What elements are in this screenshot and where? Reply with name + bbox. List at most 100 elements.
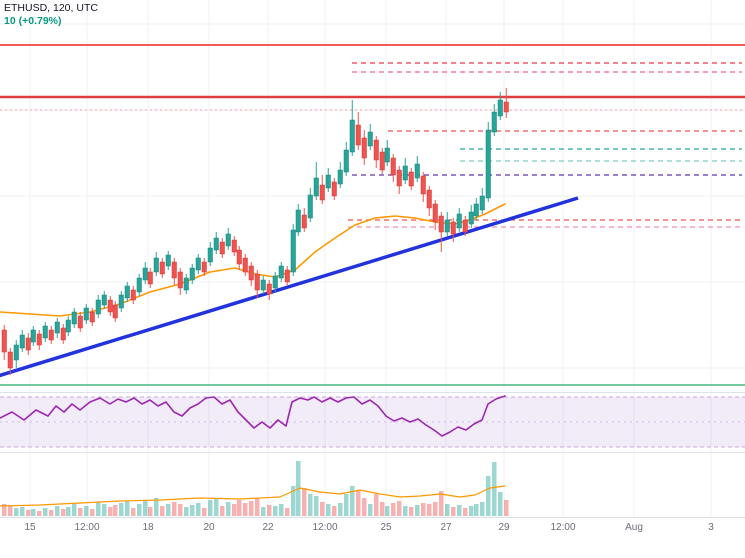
volume-bar xyxy=(368,504,373,516)
volume-bar xyxy=(504,500,509,516)
x-axis-label[interactable]: 25 xyxy=(380,522,392,533)
volume-bar xyxy=(232,504,237,516)
candle-body xyxy=(65,319,71,333)
volume-bar xyxy=(78,508,83,516)
volume-bar xyxy=(356,490,361,516)
volume-bar xyxy=(66,507,71,516)
volume-bar xyxy=(8,506,13,516)
volume-bar xyxy=(451,507,456,516)
candle-body xyxy=(42,325,48,339)
candle-body xyxy=(343,149,349,173)
candle-body xyxy=(101,294,107,306)
x-axis-label[interactable]: 12:00 xyxy=(312,522,337,533)
candle-body xyxy=(71,311,77,325)
volume-bar xyxy=(96,502,101,516)
candle-body xyxy=(396,169,402,187)
x-axis-label[interactable]: 27 xyxy=(440,522,452,533)
volume-bar xyxy=(403,506,408,516)
volume-bar xyxy=(474,504,479,516)
rsi-line xyxy=(0,395,506,437)
volume-bar xyxy=(350,486,355,516)
volume-bar xyxy=(55,506,60,516)
volume-bar xyxy=(102,504,107,516)
x-axis-label[interactable]: 12:00 xyxy=(74,522,99,533)
candle-body xyxy=(153,257,159,273)
x-axis-label[interactable]: Aug xyxy=(625,522,643,533)
volume-bar xyxy=(2,504,7,516)
volume-bar xyxy=(285,508,290,516)
candle-body xyxy=(195,257,201,271)
candle-body xyxy=(13,344,19,361)
candle-body xyxy=(95,299,101,315)
volume-bar xyxy=(160,506,165,516)
volume-bar xyxy=(492,462,497,516)
candle-body xyxy=(231,239,237,253)
candle-body xyxy=(367,131,373,147)
candle-body xyxy=(25,337,31,351)
volume-bar xyxy=(380,502,385,516)
x-axis-label[interactable]: 18 xyxy=(142,522,154,533)
volume-bar xyxy=(125,501,130,516)
candle-body xyxy=(379,151,385,171)
volume-bar xyxy=(90,509,95,516)
volume-bar xyxy=(433,502,438,516)
x-axis-label[interactable]: 15 xyxy=(24,522,36,533)
volume-bar xyxy=(314,496,319,516)
volume-bar xyxy=(427,504,432,516)
candle-body xyxy=(236,249,242,265)
candle-body xyxy=(278,265,284,279)
x-axis-label[interactable]: 3 xyxy=(708,522,714,533)
volume-bar xyxy=(61,509,66,516)
volume-bar xyxy=(137,504,142,516)
volume-bar xyxy=(143,500,148,516)
candle-body xyxy=(485,129,491,199)
volume-bar xyxy=(261,507,266,516)
candle-body xyxy=(165,254,171,267)
candle-body xyxy=(107,299,113,313)
candle-body xyxy=(402,165,408,181)
volume-bar xyxy=(154,498,159,516)
volume-bar xyxy=(108,507,113,516)
candle-body xyxy=(254,273,260,291)
volume-bar xyxy=(184,507,189,516)
candle-body xyxy=(183,277,189,291)
volume-bar xyxy=(457,505,462,516)
candle-body xyxy=(337,169,343,185)
x-axis-label[interactable]: 12:00 xyxy=(550,522,575,533)
volume-bar xyxy=(14,508,19,516)
candle-body xyxy=(19,334,25,349)
volume-bar xyxy=(320,502,325,516)
candle-body xyxy=(30,329,36,343)
candle-body xyxy=(290,229,296,273)
volume-bar xyxy=(338,503,343,516)
volume-bar xyxy=(486,476,491,516)
candle-body xyxy=(301,214,307,229)
candle-body xyxy=(295,209,301,233)
candle-body xyxy=(414,163,420,179)
volume-bar xyxy=(37,511,42,516)
candle-body xyxy=(456,213,462,229)
volume-bar xyxy=(344,494,349,516)
volume-bar xyxy=(445,504,450,516)
volume-bar xyxy=(308,494,313,516)
candle-body xyxy=(390,157,396,176)
candle-body xyxy=(207,247,213,263)
volume-bar xyxy=(131,508,136,516)
volume-bar xyxy=(72,504,77,516)
candle-body xyxy=(384,147,390,163)
candle-body xyxy=(177,271,183,289)
x-axis-label[interactable]: 29 xyxy=(498,522,510,533)
x-axis-label[interactable]: 20 xyxy=(203,522,215,533)
x-axis-label[interactable]: 22 xyxy=(262,522,274,533)
volume-bar xyxy=(243,503,248,516)
candle-body xyxy=(408,171,414,187)
volume-bar xyxy=(26,510,31,516)
volume-bar xyxy=(20,507,25,516)
candle-body xyxy=(497,99,503,117)
trend-line xyxy=(0,196,579,378)
volume-bar xyxy=(113,505,118,516)
candle-body xyxy=(248,265,254,281)
volume-bar xyxy=(249,501,254,516)
